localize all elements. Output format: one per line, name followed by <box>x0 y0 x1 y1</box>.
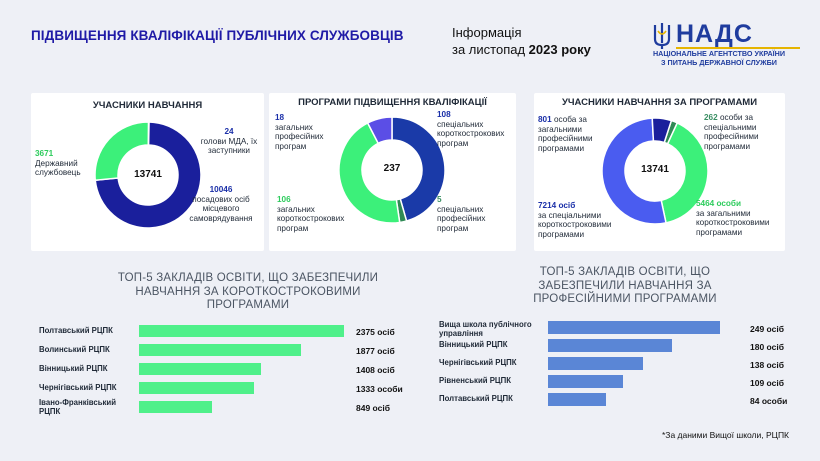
bar-category-label: Полтавський РЦПК <box>439 394 513 403</box>
slice-label-801: 801 особа за загальними професійними про… <box>538 115 612 153</box>
slice-value: 108 <box>437 110 451 119</box>
slice-label-local-officials: 10046 посадових осіб місцевого самовряду… <box>181 185 261 223</box>
donut-slice-2 <box>601 117 667 225</box>
report-period-line1: Інформація <box>452 25 522 40</box>
slice-value: 18 <box>275 113 285 122</box>
page-title: ПІДВИЩЕННЯ КВАЛІФІКАЦІЇ ПУБЛІЧНИХ СЛУЖБО… <box>31 28 404 43</box>
donut-participants <box>94 121 202 229</box>
bar <box>139 344 301 356</box>
donut-programs <box>338 116 446 224</box>
slice-value: 24 <box>224 127 234 136</box>
bar <box>548 321 720 334</box>
slice-value: 801 <box>538 115 552 124</box>
donut-participants-by-program-total: 13741 <box>641 164 669 175</box>
slice-text: загальних професійних програм <box>275 122 324 151</box>
bar-category-label: Полтавський РЦПК <box>39 326 113 335</box>
slice-value: 7214 осіб <box>538 201 576 210</box>
donut-slice-2 <box>94 121 150 182</box>
slice-value: 5 <box>437 195 442 204</box>
bar-value-label: 1877 осіб <box>356 346 395 356</box>
slice-label-7214: 7214 осіб за спеціальними короткостроков… <box>538 201 618 239</box>
slice-label-mda-heads: 24 голови МДА, їх заступники <box>196 127 262 156</box>
bar-value-label: 138 осіб <box>750 360 784 370</box>
bar-category-label: Рівненський РЦПК <box>439 376 511 385</box>
slice-label-civil-servants: 3671 Державний службовець <box>35 149 95 178</box>
bar <box>548 357 644 370</box>
card-participants-by-program-title: УЧАСНИКИ НАВЧАННЯ ЗА ПРОГРАМАМИ <box>561 97 758 108</box>
donut-participants-total: 13741 <box>134 169 162 180</box>
logo-subtitle: НАЦІОНАЛЬНЕ АГЕНТСТВО УКРАЇНИ З ПИТАНЬ Д… <box>634 49 804 67</box>
slice-text: за загальними короткостроковими програма… <box>696 208 770 237</box>
donut-slice-0 <box>391 116 446 222</box>
slice-value: 10046 <box>209 185 233 194</box>
logo-subtitle-line1: НАЦІОНАЛЬНЕ АГЕНТСТВО УКРАЇНИ <box>652 49 786 58</box>
slice-text: спеціальних короткострокових програм <box>437 119 505 148</box>
bar-category-label: Вінницький РЦПК <box>39 364 108 373</box>
donut-slice-1 <box>660 121 709 224</box>
slice-text: спеціальних професійних програм <box>437 204 486 233</box>
bar-chart-professional-title: ТОП-5 ЗАКЛАДІВ ОСВІТИ, ЩО ЗАБЕЗПЕЧИЛИ НА… <box>533 266 717 305</box>
slice-value: 3671 <box>35 149 54 158</box>
slice-text: Державний службовець <box>35 158 81 178</box>
bar-category-label: Чернігівський РЦПК <box>439 358 517 367</box>
report-period-year: 2023 року <box>528 42 591 57</box>
bar-value-label: 2375 осіб <box>356 327 395 337</box>
slice-label-262: 262 особи за спеціальними професійними п… <box>704 113 784 151</box>
donut-slice-1 <box>94 121 202 229</box>
donut-slice-3 <box>651 117 673 144</box>
report-period-line2: за листопад 2023 року <box>452 41 591 58</box>
report-period-prefix: за листопад <box>452 42 529 57</box>
card-participants-by-program: УЧАСНИКИ НАВЧАННЯ ЗА ПРОГРАМАМИ 13741 80… <box>534 93 785 251</box>
donut-slice-3 <box>366 116 393 145</box>
bar-category-label: Вінницький РЦПК <box>439 340 508 349</box>
bar-value-label: 1408 осіб <box>356 365 395 375</box>
slice-label-general-short: 106 загальних короткострокових програм <box>277 195 357 233</box>
report-period: Інформація за листопад 2023 року <box>452 24 591 58</box>
bar <box>548 393 607 406</box>
bar-category-label: Чернігівський РЦПК <box>39 383 117 392</box>
slice-value: 106 <box>277 195 291 204</box>
donut-participants-by-program <box>601 117 709 225</box>
bar <box>139 382 255 394</box>
donut-programs-total: 237 <box>383 163 401 174</box>
logo-wordmark: НАДС <box>676 20 753 48</box>
donut-slice-2 <box>338 121 401 224</box>
slice-text: за спеціальними короткостроковими програ… <box>538 210 612 239</box>
bar <box>139 325 344 337</box>
slice-text: загальних короткострокових програм <box>277 204 345 233</box>
bar-value-label: 849 осіб <box>356 403 390 413</box>
bar-category-label: Івано-Франківський РЦПК <box>39 398 117 416</box>
bar <box>548 339 673 352</box>
logo-underline <box>676 47 800 49</box>
slice-label-special-professional: 5 спеціальних професійних програм <box>437 195 515 233</box>
bar <box>139 363 261 375</box>
slice-text: посадових осіб місцевого самоврядування <box>189 194 253 223</box>
slice-value: 5464 особи <box>696 199 742 208</box>
slice-label-5464: 5464 особи за загальними короткострокови… <box>696 199 784 237</box>
bar-category-label: Вища школа публічного управління <box>439 320 532 338</box>
trident-emblem-icon <box>653 23 671 49</box>
bar-chart-short-title: ТОП-5 ЗАКЛАДІВ ОСВІТИ, ЩО ЗАБЕЗПЕЧИЛИ НА… <box>117 272 379 311</box>
card-programs: ПРОГРАМИ ПІДВИЩЕННЯ КВАЛІФІКАЦІЇ 237 18 … <box>269 93 516 251</box>
card-programs-title: ПРОГРАМИ ПІДВИЩЕННЯ КВАЛІФІКАЦІЇ <box>298 97 487 108</box>
card-participants-title: УЧАСНИКИ НАВЧАННЯ <box>92 100 203 111</box>
slice-label-special-short: 108 спеціальних короткострокових програм <box>437 110 515 148</box>
slice-text: голови МДА, їх заступники <box>200 136 258 156</box>
bar-value-label: 249 осіб <box>750 324 784 334</box>
slice-text: особа за загальними професійними програм… <box>538 115 593 153</box>
bar-value-label: 1333 особи <box>356 384 403 394</box>
bar-value-label: 84 особи <box>750 396 788 406</box>
bar <box>548 375 624 388</box>
bar-category-label: Волинський РЦПК <box>39 345 110 354</box>
logo-subtitle-line2: З ПИТАНЬ ДЕРЖАВНОЇ СЛУЖБИ <box>661 57 777 67</box>
bar-value-label: 180 осіб <box>750 342 784 352</box>
bar-value-label: 109 осіб <box>750 378 784 388</box>
slice-text: особи за спеціальними професійними прогр… <box>704 113 759 151</box>
bar <box>139 401 213 413</box>
footnote: *За даними Вищої школи, РЦПК <box>662 430 790 440</box>
slice-value: 262 <box>704 113 718 122</box>
slice-label-general-professional: 18 загальних професійних програм <box>275 113 335 151</box>
card-participants: УЧАСНИКИ НАВЧАННЯ 13741 3671 Державний с… <box>31 93 264 251</box>
